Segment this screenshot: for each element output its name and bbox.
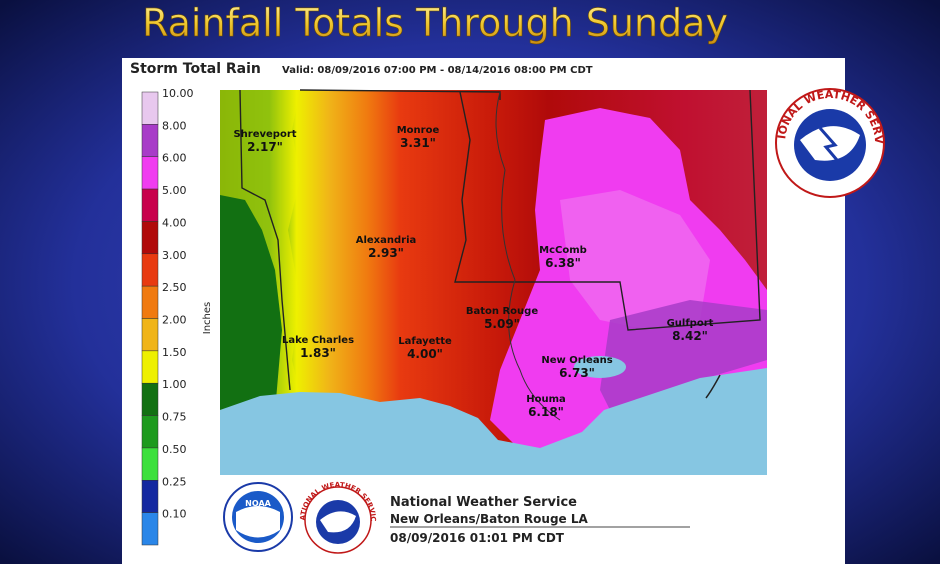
legend-swatch — [141, 512, 159, 546]
city-amount: 2.93" — [368, 246, 404, 260]
location: New Orleans/Baton Rouge LA — [390, 512, 589, 526]
gulf — [220, 368, 767, 475]
legend-unit: Inches — [202, 302, 213, 335]
city-amount: 6.38" — [545, 256, 581, 270]
legend-swatch — [141, 382, 159, 416]
logo-cloud — [800, 126, 860, 161]
issued: 08/09/2016 01:01 PM CDT — [390, 531, 565, 545]
legend-swatch — [141, 318, 159, 352]
rain-field — [560, 190, 710, 330]
office: National Weather Service — [390, 495, 577, 510]
city-amount: 6.73" — [559, 366, 595, 380]
legend-label: 1.50 — [162, 346, 187, 359]
legend-swatch — [141, 253, 159, 287]
city-amount: 2.17" — [247, 140, 283, 154]
legend-swatch — [141, 221, 159, 255]
city-name: Gulfport — [667, 318, 714, 329]
legend-label: 0.10 — [162, 508, 187, 521]
city-amount: 5.09" — [484, 317, 520, 331]
city-amount: 3.31" — [400, 136, 436, 150]
logo-text: NOAA — [245, 499, 271, 508]
city-name: Houma — [526, 394, 566, 405]
legend: 10.00 8.00 6.00 5.00 4.00 3.00 2.50 2.00 1.50 1.0… — [141, 87, 194, 546]
coastline — [705, 374, 721, 399]
city-name: Shreveport — [233, 129, 296, 140]
city-name: Lafayette — [398, 336, 452, 347]
legend-label: 4.00 — [162, 216, 187, 229]
legend-label: 0.50 — [162, 443, 187, 456]
legend-swatch — [141, 285, 159, 319]
slide-title: Rainfall Totals Through Sunday — [142, 1, 728, 45]
rain-field — [220, 195, 282, 410]
legend-label: 5.00 — [162, 184, 187, 197]
city-amount: 6.18" — [528, 405, 564, 419]
legend-label: 0.25 — [162, 475, 187, 488]
legend-swatch — [141, 156, 159, 190]
city-name: Monroe — [397, 125, 440, 136]
river — [495, 91, 561, 421]
noaa-logo: NOAA — [223, 482, 293, 552]
valid-time: Valid: 08/09/2016 07:00 PM - 08/14/2016 … — [282, 65, 593, 76]
legend-label: 10.00 — [162, 87, 194, 100]
logo-bird — [236, 506, 280, 538]
legend-label: 2.50 — [162, 281, 187, 294]
logo-cloud — [320, 511, 356, 533]
city-name: McComb — [539, 245, 587, 256]
legend-swatch — [141, 124, 159, 157]
city-amount: 4.00" — [407, 347, 443, 361]
legend-swatch — [141, 415, 159, 449]
legend-label: 0.75 — [162, 411, 187, 424]
legend-swatch — [141, 447, 159, 481]
city-name: Baton Rouge — [466, 306, 538, 317]
legend-label: 2.00 — [162, 314, 187, 327]
city-name: Alexandria — [356, 235, 417, 246]
legend-swatch — [141, 480, 159, 513]
city-name: Lake Charles — [282, 335, 354, 346]
legend-label: 3.00 — [162, 249, 187, 262]
lake — [574, 356, 626, 378]
city-amount: 8.42" — [672, 329, 708, 343]
legend-swatch — [141, 350, 159, 384]
legend-label: 8.00 — [162, 119, 187, 132]
city-name: New Orleans — [541, 355, 612, 366]
legend-label: 6.00 — [162, 152, 187, 165]
city-amount: 1.83" — [300, 346, 336, 360]
legend-label: 1.00 — [162, 378, 187, 391]
logo-bolt — [818, 127, 844, 167]
legend-swatch — [141, 188, 159, 222]
legend-swatch — [141, 91, 159, 125]
map-title: Storm Total Rain — [130, 61, 261, 77]
